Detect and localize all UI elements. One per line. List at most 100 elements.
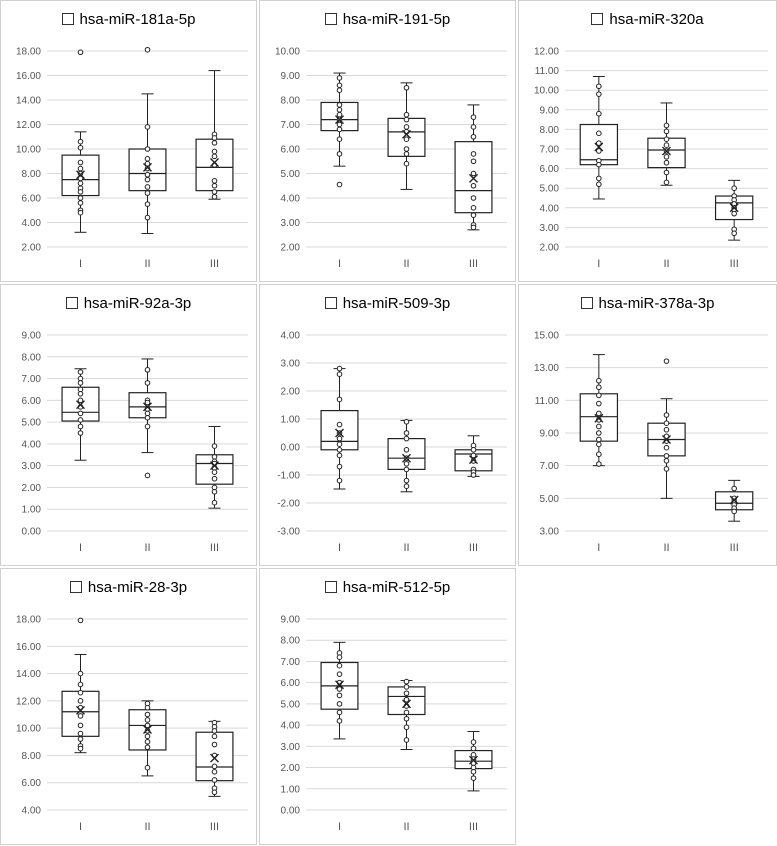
chart-title: hsa-miR-181a-5p bbox=[1, 11, 256, 28]
y-tick-label: 9.00 bbox=[22, 331, 42, 342]
data-point bbox=[211, 789, 218, 796]
data-point bbox=[663, 122, 670, 129]
data-point bbox=[470, 170, 477, 177]
box-II bbox=[647, 102, 686, 186]
data-point bbox=[336, 107, 343, 113]
y-tick-label: 8.00 bbox=[281, 636, 301, 647]
legend-swatch bbox=[591, 13, 604, 25]
y-tick-label: 1.00 bbox=[22, 505, 42, 516]
data-point bbox=[596, 451, 602, 458]
mean-marker bbox=[729, 495, 739, 505]
data-point bbox=[336, 463, 343, 470]
box-III bbox=[714, 479, 754, 522]
data-point bbox=[336, 718, 343, 724]
data-point bbox=[403, 84, 410, 91]
data-point bbox=[663, 179, 670, 186]
data-point bbox=[596, 175, 602, 182]
y-tick-label: 7.00 bbox=[540, 145, 560, 156]
data-point bbox=[336, 181, 343, 188]
chart-title: hsa-miR-92a-3p bbox=[1, 295, 256, 312]
data-point bbox=[336, 452, 343, 459]
x-category-label: III bbox=[210, 821, 219, 833]
data-point bbox=[596, 130, 602, 137]
data-point bbox=[403, 430, 410, 436]
chart-panel: hsa-miR-92a-3p 0.00 1.00 2.00 3.00 4.00 5.00 6.… bbox=[0, 284, 257, 566]
data-point bbox=[77, 698, 84, 704]
legend-swatch bbox=[69, 581, 82, 593]
chart-title: hsa-miR-378a-3p bbox=[519, 295, 776, 312]
y-tick-label: 5.00 bbox=[540, 494, 560, 505]
data-point bbox=[470, 195, 477, 201]
y-tick-label: 7.00 bbox=[281, 657, 301, 668]
data-point bbox=[470, 182, 477, 189]
data-point bbox=[470, 472, 477, 478]
y-tick-label: 8.00 bbox=[22, 751, 42, 762]
y-tick-label: 2.00 bbox=[281, 243, 301, 254]
data-point bbox=[403, 151, 410, 157]
chart-title-text: hsa-miR-92a-3p bbox=[83, 295, 192, 312]
mean-marker bbox=[210, 461, 219, 471]
x-category-label: II bbox=[403, 258, 409, 270]
chart-title: hsa-miR-512-5p bbox=[260, 579, 515, 596]
mean-marker bbox=[335, 115, 344, 125]
data-point bbox=[336, 126, 343, 133]
data-point bbox=[144, 744, 151, 751]
data-point bbox=[403, 419, 410, 425]
chart-title-text: hsa-miR-191-5p bbox=[342, 11, 451, 28]
data-point bbox=[144, 124, 151, 130]
boxplot-svg: -3.00-2.00-1.000.001.002.003.004.00I II II… bbox=[277, 331, 507, 554]
mean-marker bbox=[469, 755, 478, 765]
data-point bbox=[731, 210, 737, 217]
mean-marker bbox=[143, 402, 152, 412]
data-point bbox=[336, 701, 343, 707]
data-point bbox=[144, 171, 151, 178]
data-point bbox=[403, 146, 410, 152]
x-category-label: I bbox=[79, 542, 82, 554]
box-II bbox=[128, 46, 167, 235]
data-point bbox=[470, 769, 477, 775]
box-I bbox=[320, 72, 359, 188]
data-point bbox=[403, 715, 410, 722]
mean-marker bbox=[594, 413, 604, 423]
x-category-label: II bbox=[403, 542, 409, 554]
y-tick-label: 0.00 bbox=[281, 443, 301, 454]
data-point bbox=[211, 499, 218, 506]
data-point bbox=[77, 138, 84, 145]
y-tick-label: 1.00 bbox=[281, 784, 301, 795]
data-point bbox=[403, 690, 410, 697]
data-point bbox=[144, 156, 151, 162]
boxplot-svg: 2.00 4.00 6.00 8.00 10.00 12.00 14.00 16.00 18.0… bbox=[16, 46, 248, 270]
data-point bbox=[211, 741, 218, 748]
data-point bbox=[211, 148, 218, 155]
data-point bbox=[77, 397, 84, 404]
box-II bbox=[387, 419, 426, 493]
data-point bbox=[663, 358, 670, 364]
data-point bbox=[596, 441, 602, 448]
data-point bbox=[403, 461, 410, 467]
y-tick-label: 10.00 bbox=[16, 145, 41, 156]
data-point bbox=[77, 681, 84, 688]
mean-marker bbox=[143, 162, 152, 172]
data-point bbox=[596, 436, 602, 443]
data-point bbox=[211, 469, 218, 475]
data-point bbox=[596, 423, 602, 430]
mean-marker bbox=[402, 699, 411, 709]
data-point bbox=[470, 133, 477, 140]
y-tick-label: 6.00 bbox=[281, 145, 301, 156]
y-tick-label: 10.00 bbox=[16, 724, 41, 735]
data-point bbox=[663, 444, 670, 451]
y-tick-label: 9.00 bbox=[281, 615, 301, 626]
data-point bbox=[596, 161, 602, 168]
data-point bbox=[731, 230, 737, 237]
y-tick-label: 4.00 bbox=[22, 218, 42, 229]
data-point bbox=[403, 709, 410, 716]
y-tick-label: 6.00 bbox=[281, 678, 301, 689]
y-tick-label: 4.00 bbox=[281, 721, 301, 732]
data-point bbox=[663, 159, 670, 166]
mean-marker bbox=[76, 400, 85, 410]
y-tick-label: 2.00 bbox=[22, 243, 42, 254]
boxplot-svg: 0.00 1.00 2.00 3.00 4.00 5.00 6.00 7.00 8.00 9.00… bbox=[281, 615, 507, 833]
data-point bbox=[596, 461, 602, 467]
data-point bbox=[144, 214, 151, 221]
data-point bbox=[403, 447, 410, 453]
